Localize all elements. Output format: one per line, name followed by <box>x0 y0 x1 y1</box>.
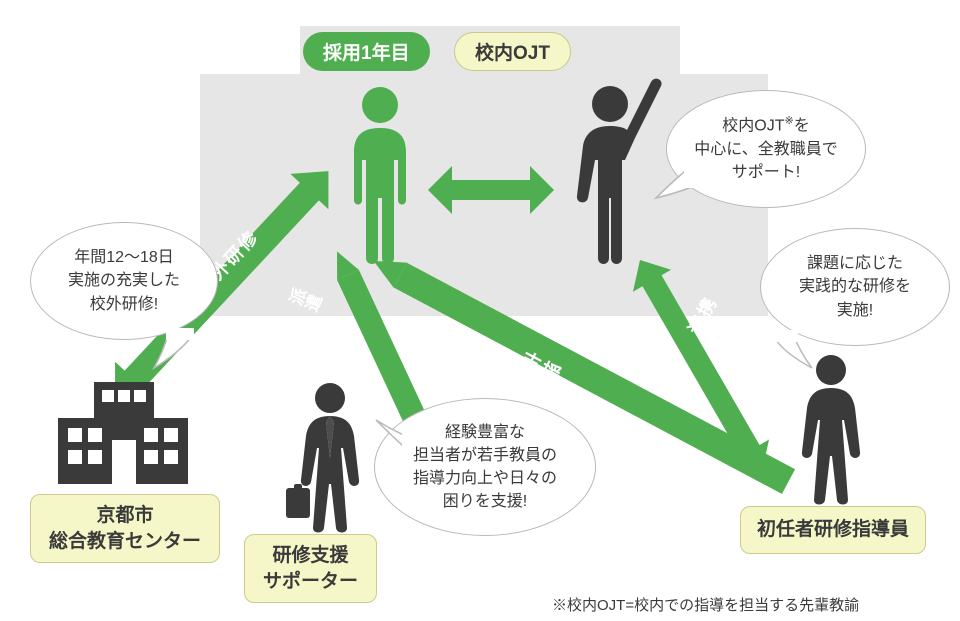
label-supporter: 研修支援 サポーター <box>244 534 377 603</box>
label-instructor: 初任者研修指導員 <box>740 506 926 554</box>
footnote: ※校内OJT=校内での指導を担当する先輩教諭 <box>552 594 859 615</box>
label-center: 京都市 総合教育センター <box>30 494 220 563</box>
